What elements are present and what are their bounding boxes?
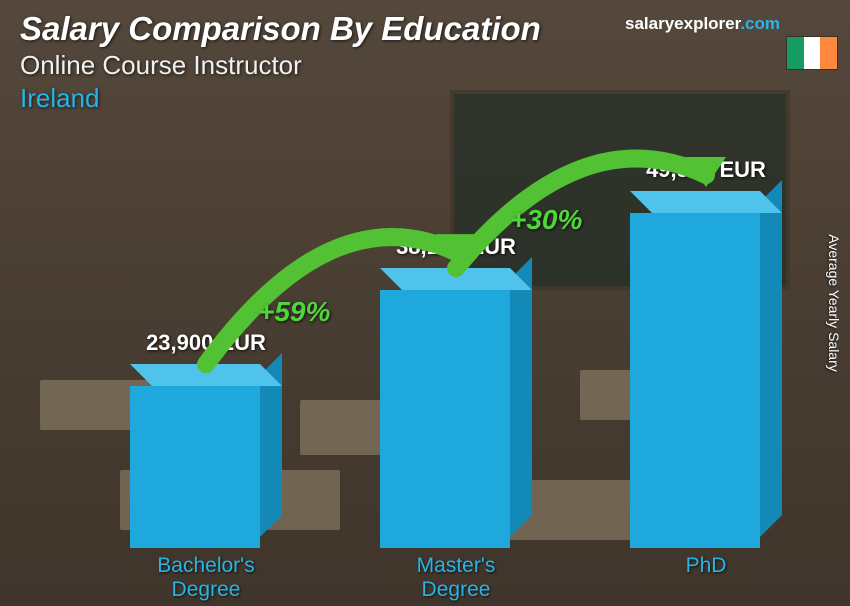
chart-country: Ireland (20, 83, 541, 114)
chart-title: Salary Comparison By Education (20, 10, 541, 48)
increase-arrow (0, 126, 850, 606)
chart-subtitle: Online Course Instructor (20, 50, 541, 81)
flag-stripe (820, 37, 837, 69)
watermark-text: salaryexplorer (625, 14, 740, 33)
flag-stripe (804, 37, 821, 69)
bar-chart: 23,900 EURBachelor'sDegree38,100 EURMast… (0, 126, 850, 606)
increase-pct-label: +30% (510, 204, 582, 236)
flag-stripe (787, 37, 804, 69)
flag-ireland (786, 36, 838, 70)
title-block: Salary Comparison By Education Online Co… (20, 10, 541, 114)
watermark-domain: .com (740, 14, 780, 33)
watermark: salaryexplorer.com (625, 14, 780, 34)
